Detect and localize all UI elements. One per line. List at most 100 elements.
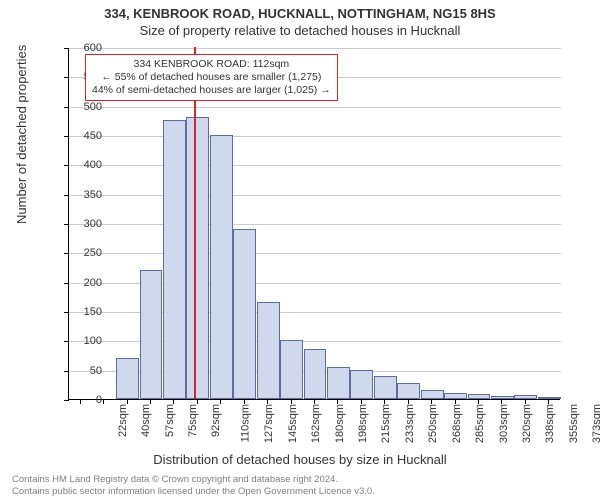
xtick-label: 338sqm bbox=[545, 404, 557, 443]
xtick-mark bbox=[455, 400, 456, 404]
histogram-bar bbox=[280, 340, 303, 399]
ytick-mark bbox=[64, 165, 69, 166]
xtick-mark bbox=[384, 400, 385, 404]
histogram-bar bbox=[421, 390, 444, 399]
histogram-bar bbox=[514, 395, 537, 399]
ytick-mark bbox=[64, 77, 69, 78]
xtick-mark bbox=[173, 400, 174, 404]
page-title-address: 334, KENBROOK ROAD, HUCKNALL, NOTTINGHAM… bbox=[0, 0, 600, 21]
xtick-label: 268sqm bbox=[451, 404, 463, 443]
xtick-mark bbox=[103, 400, 104, 404]
gridline bbox=[69, 224, 561, 225]
ytick-label: 500 bbox=[84, 101, 102, 113]
xtick-mark bbox=[220, 400, 221, 404]
xtick-label: 145sqm bbox=[287, 404, 299, 443]
histogram-bar bbox=[350, 370, 373, 399]
gridline bbox=[69, 195, 561, 196]
xtick-label: 92sqm bbox=[210, 404, 222, 437]
xtick-mark bbox=[431, 400, 432, 404]
ytick-mark bbox=[64, 136, 69, 137]
attribution-text: Contains HM Land Registry data © Crown c… bbox=[12, 474, 375, 497]
ytick-label: 50 bbox=[90, 365, 102, 377]
ytick-label: 600 bbox=[84, 42, 102, 54]
gridline bbox=[69, 253, 561, 254]
ytick-mark bbox=[64, 195, 69, 196]
x-axis-label: Distribution of detached houses by size … bbox=[0, 452, 600, 467]
page-title-sub: Size of property relative to detached ho… bbox=[0, 21, 600, 38]
xtick-label: 215sqm bbox=[381, 404, 393, 443]
annotation-line-3: 44% of semi-detached houses are larger (… bbox=[92, 84, 331, 97]
xtick-mark bbox=[197, 400, 198, 404]
ytick-label: 250 bbox=[84, 247, 102, 259]
histogram-bar bbox=[186, 117, 209, 399]
histogram-bar bbox=[233, 229, 256, 399]
histogram-bar bbox=[374, 376, 397, 399]
xtick-mark bbox=[478, 400, 479, 404]
y-axis-label: Number of detached properties bbox=[14, 45, 29, 224]
ytick-mark bbox=[64, 107, 69, 108]
histogram-bar bbox=[257, 302, 280, 399]
histogram-bar bbox=[327, 367, 350, 399]
xtick-label: 355sqm bbox=[568, 404, 580, 443]
xtick-mark bbox=[525, 400, 526, 404]
histogram-bar bbox=[538, 397, 561, 399]
annotation-box: 334 KENBROOK ROAD: 112sqm← 55% of detach… bbox=[85, 54, 338, 101]
histogram-bar bbox=[304, 349, 327, 399]
xtick-mark bbox=[501, 400, 502, 404]
plot-region: 334 KENBROOK ROAD: 112sqm← 55% of detach… bbox=[68, 48, 560, 400]
xtick-label: 22sqm bbox=[117, 404, 129, 437]
gridline bbox=[69, 136, 561, 137]
histogram-bar bbox=[397, 383, 420, 399]
histogram-bar bbox=[140, 270, 163, 399]
histogram-bar bbox=[210, 135, 233, 399]
ytick-mark bbox=[64, 224, 69, 225]
ytick-label: 150 bbox=[84, 306, 102, 318]
ytick-mark bbox=[64, 371, 69, 372]
ytick-label: 100 bbox=[84, 335, 102, 347]
histogram-bar bbox=[163, 120, 186, 399]
xtick-mark bbox=[244, 400, 245, 404]
xtick-label: 320sqm bbox=[521, 404, 533, 443]
annotation-line-1: 334 KENBROOK ROAD: 112sqm bbox=[92, 58, 331, 71]
ytick-label: 450 bbox=[84, 130, 102, 142]
ytick-label: 200 bbox=[84, 277, 102, 289]
xtick-mark bbox=[267, 400, 268, 404]
xtick-label: 162sqm bbox=[310, 404, 322, 443]
xtick-label: 285sqm bbox=[474, 404, 486, 443]
ytick-mark bbox=[64, 400, 69, 401]
histogram-bar bbox=[468, 394, 491, 399]
ytick-mark bbox=[64, 341, 69, 342]
ytick-label: 300 bbox=[84, 218, 102, 230]
xtick-mark bbox=[150, 400, 151, 404]
histogram-bar bbox=[491, 396, 514, 399]
xtick-mark bbox=[291, 400, 292, 404]
ytick-mark bbox=[64, 312, 69, 313]
histogram-bar bbox=[116, 358, 139, 399]
ytick-label: 0 bbox=[96, 394, 102, 406]
xtick-label: 40sqm bbox=[140, 404, 152, 437]
annotation-line-2: ← 55% of detached houses are smaller (1,… bbox=[92, 71, 331, 84]
ytick-label: 400 bbox=[84, 159, 102, 171]
xtick-mark bbox=[80, 400, 81, 404]
gridline bbox=[69, 48, 561, 49]
xtick-mark bbox=[314, 400, 315, 404]
xtick-label: 373sqm bbox=[591, 404, 600, 443]
xtick-label: 57sqm bbox=[164, 404, 176, 437]
xtick-label: 75sqm bbox=[187, 404, 199, 437]
ytick-label: 350 bbox=[84, 189, 102, 201]
xtick-mark bbox=[127, 400, 128, 404]
gridline bbox=[69, 107, 561, 108]
attribution-line-1: Contains HM Land Registry data © Crown c… bbox=[12, 474, 375, 485]
ytick-mark bbox=[64, 48, 69, 49]
ytick-mark bbox=[64, 283, 69, 284]
xtick-mark bbox=[361, 400, 362, 404]
ytick-mark bbox=[64, 253, 69, 254]
xtick-label: 303sqm bbox=[498, 404, 510, 443]
xtick-label: 198sqm bbox=[357, 404, 369, 443]
xtick-mark bbox=[548, 400, 549, 404]
xtick-label: 127sqm bbox=[263, 404, 275, 443]
xtick-label: 180sqm bbox=[334, 404, 346, 443]
xtick-mark bbox=[408, 400, 409, 404]
xtick-label: 110sqm bbox=[239, 404, 251, 442]
histogram-bar bbox=[444, 393, 467, 399]
